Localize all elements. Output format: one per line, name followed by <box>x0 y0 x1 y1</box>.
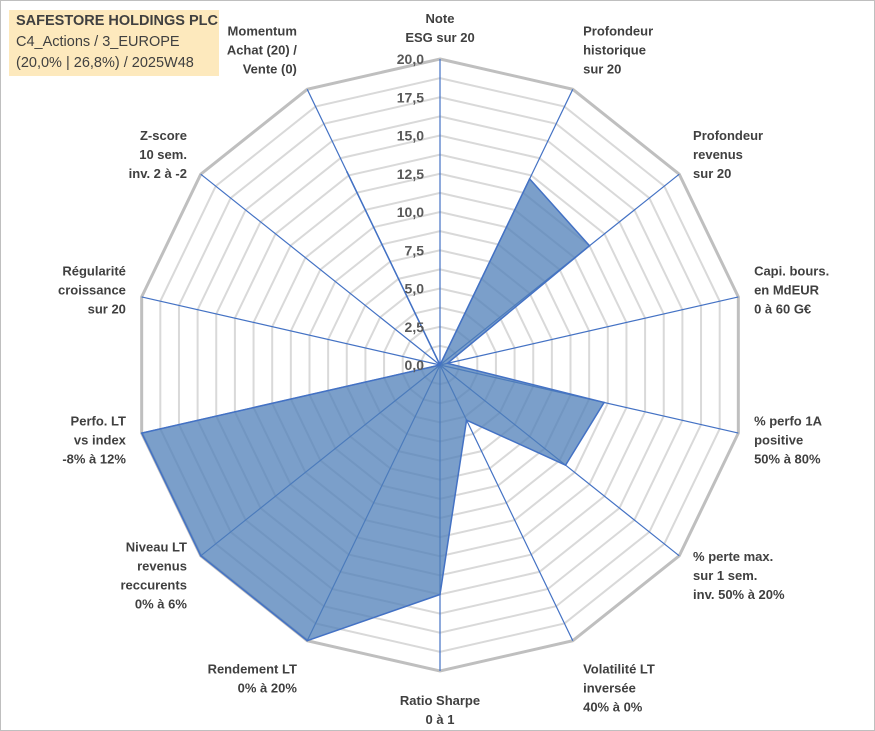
axis-label-line: 40% à 0% <box>583 700 643 715</box>
axis-label: Rendement LT 0% à 20% <box>208 662 298 696</box>
axis-label-line: 0 à 1 <box>426 712 455 727</box>
axis-label-line: inversée <box>583 681 636 696</box>
axis-label-line: ESG sur 20 <box>405 30 474 45</box>
axis-label-line: Achat (20) / <box>227 42 297 57</box>
chart-title-box: SAFESTORE HOLDINGS PLC C4_Actions / 3_EU… <box>9 10 219 76</box>
axis-label: Volatilité LT inversée 40% à 0% <box>583 662 655 715</box>
axis-label-line: en MdEUR <box>754 282 820 297</box>
axis-label-line: Perfo. LT <box>71 414 126 429</box>
axis-label-line: Profondeur <box>693 128 763 143</box>
axis-label: Profondeur historique sur 20 <box>583 23 653 76</box>
radial-tick-label: 10,0 <box>397 204 424 220</box>
axis-label: Profondeur revenus sur 20 <box>693 128 763 181</box>
axis-label-layer: Note ESG sur 20 Profondeur historique sur 20… <box>58 11 829 727</box>
axis-label: % perte max. sur 1 sem. inv. 50% à 20% <box>693 549 785 602</box>
series-point <box>528 178 531 180</box>
radial-tick-label: 5,0 <box>405 281 425 297</box>
axis-label-line: Régularité <box>62 263 126 278</box>
axis-label: Note ESG sur 20 <box>405 11 474 45</box>
series-area <box>140 171 605 642</box>
axis-label-line: sur 20 <box>583 61 621 76</box>
axis-label-line: Note <box>426 11 455 26</box>
axis-label-line: Momentum <box>228 23 297 38</box>
chart-title: SAFESTORE HOLDINGS PLC <box>16 13 218 29</box>
axis-label-line: Profondeur <box>583 23 653 38</box>
radial-tick-label: 2,5 <box>405 319 425 335</box>
axis-label: Capi. bours. en MdEUR 0 à 60 G€ <box>754 263 829 316</box>
axis-label-line: historique <box>583 42 646 57</box>
axis-label: Ratio Sharpe 0 à 1 <box>400 693 480 727</box>
series-point <box>140 432 143 434</box>
axis-label-line: Capi. bours. <box>754 263 829 278</box>
axis-label-line: % perfo 1A <box>754 414 823 429</box>
series-point <box>446 362 449 365</box>
axis-spoke <box>200 173 441 366</box>
axis-spoke <box>439 296 739 366</box>
axis-label-line: positive <box>754 433 803 448</box>
series-point <box>603 401 605 404</box>
axis-label-line: croissance <box>58 282 126 297</box>
radial-tick-label: 12,5 <box>397 166 424 182</box>
axis-label-line: Ratio Sharpe <box>400 693 480 708</box>
axis-label-line: 0 à 60 G€ <box>754 301 811 316</box>
axis-label-line: sur 1 sem. <box>693 568 757 583</box>
chart-subtitle-period: (20,0% | 26,8%) / 2025W48 <box>16 55 194 71</box>
series-point <box>346 171 348 173</box>
series-point <box>564 464 567 466</box>
axis-label-line: reccurents <box>120 578 186 593</box>
series-point <box>588 244 591 247</box>
axis-label-line: 0% à 6% <box>135 597 187 612</box>
axis-label-line: inv. 2 à -2 <box>129 166 187 181</box>
axis-label-line: Rendement LT <box>208 662 297 677</box>
axis-label-line: Volatilité LT <box>583 662 655 677</box>
series-point <box>306 639 309 642</box>
chart-subtitle-category: C4_Actions / 3_EUROPE <box>16 34 180 50</box>
axis-label-line: -8% à 12% <box>62 452 126 467</box>
axis-label-line: vs index <box>74 433 127 448</box>
radial-tick-label: 17,5 <box>397 89 424 105</box>
tick-layer: 0,0 2,5 5,0 7,5 10,0 12,5 15,0 17,5 20,0 <box>397 51 424 373</box>
axis-label-line: % perte max. <box>693 549 773 564</box>
series-layer <box>140 171 605 642</box>
radial-tick-label: 15,0 <box>397 128 424 144</box>
series-point <box>465 419 468 421</box>
axis-label: Niveau LT revenus reccurents 0% à 6% <box>120 540 187 612</box>
axis-label-line: Z-score <box>140 128 187 143</box>
axis-label-line: 50% à 80% <box>754 452 821 467</box>
axis-label-line: 10 sem. <box>139 147 187 162</box>
axis-label: % perfo 1A positive 50% à 80% <box>754 414 823 467</box>
series-point <box>439 593 441 596</box>
axis-label-line: 0% à 20% <box>238 681 298 696</box>
axis-spoke <box>141 296 441 366</box>
axis-label-line: sur 20 <box>693 166 731 181</box>
radial-tick-label: 20,0 <box>397 51 424 67</box>
axis-label: Z-score 10 sem. inv. 2 à -2 <box>129 128 187 181</box>
series-point <box>439 364 441 366</box>
axis-label-line: sur 20 <box>88 301 126 316</box>
axis-label-line: Vente (0) <box>243 61 297 76</box>
radial-tick-label: 0,0 <box>405 357 425 373</box>
axis-label-line: revenus <box>693 147 743 162</box>
radial-tick-label: 7,5 <box>405 242 425 258</box>
series-point <box>199 554 202 557</box>
axis-label-line: inv. 50% à 20% <box>693 587 785 602</box>
axis-label-line: revenus <box>137 559 187 574</box>
axis-label: Régularité croissance sur 20 <box>58 263 126 316</box>
axis-label-line: Niveau LT <box>126 540 187 555</box>
axis-label: Perfo. LT vs index -8% à 12% <box>62 414 126 467</box>
axis-label: Momentum Achat (20) / Vente (0) <box>227 23 297 76</box>
